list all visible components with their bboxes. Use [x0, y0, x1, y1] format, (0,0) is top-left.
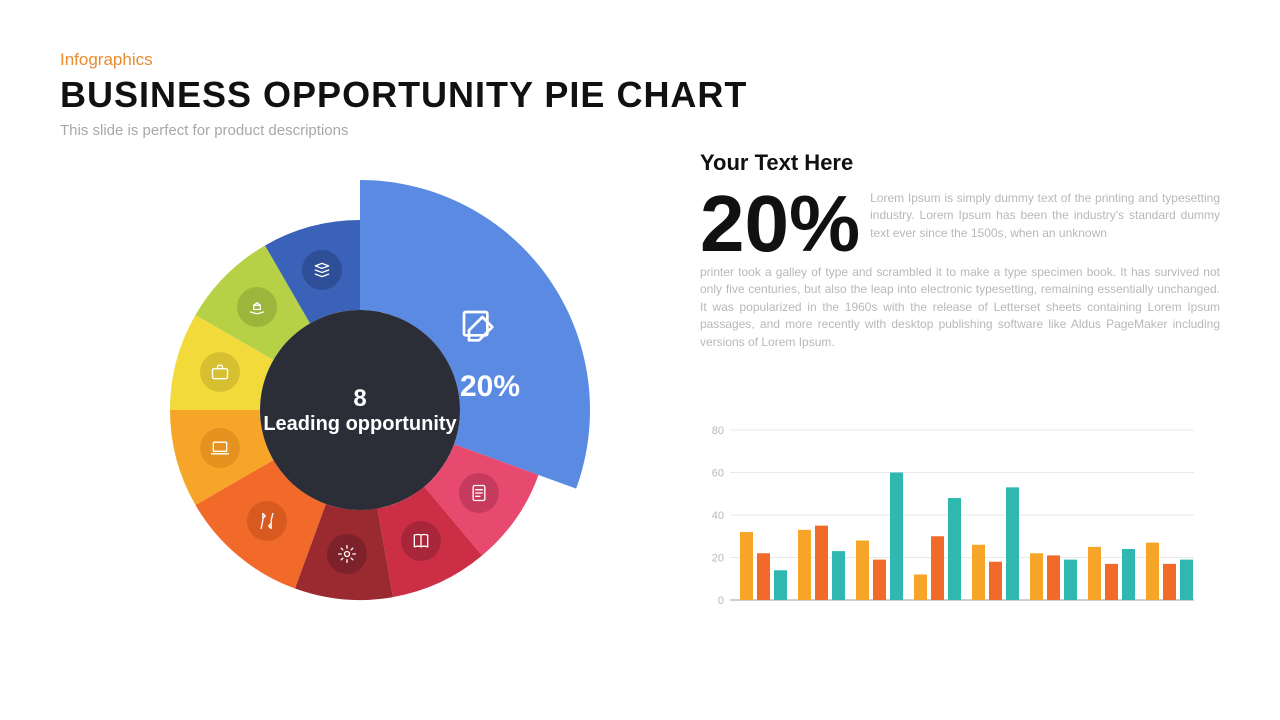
bar-3-a: [914, 575, 927, 601]
right-percent: 20%: [700, 186, 860, 262]
bar-6-b: [1105, 564, 1118, 600]
laptop-icon: [200, 428, 240, 468]
bar-0-b: [757, 553, 770, 600]
eyebrow: Infographics: [60, 50, 1220, 70]
bar-7-a: [1146, 543, 1159, 600]
bar-7-c: [1180, 560, 1193, 600]
bar-1-c: [832, 551, 845, 600]
right-desc-rest: printer took a galley of type and scramb…: [700, 264, 1220, 351]
svg-text:40: 40: [712, 510, 724, 522]
donut-chart: 8 Leading opportunity 20%: [120, 170, 600, 650]
stack-icon: [302, 250, 342, 290]
gear-icon: [327, 534, 367, 574]
right-desc-top: Lorem Ipsum is simply dummy text of the …: [870, 186, 1220, 262]
donut-center: 8 Leading opportunity: [260, 310, 460, 510]
book-icon: [401, 521, 441, 561]
bar-0-a: [740, 532, 753, 600]
donut-center-number: 8: [353, 385, 366, 413]
bar-0-c: [774, 570, 787, 600]
bar-1-a: [798, 530, 811, 600]
bar-4-a: [972, 545, 985, 600]
bar-chart: 0 20 40 60 80: [700, 420, 1220, 630]
svg-text:80: 80: [712, 425, 724, 437]
page-title: BUSINESS OPPORTUNITY PIE CHART: [60, 74, 1220, 116]
donut-center-label: Leading opportunity: [263, 413, 456, 436]
bar-5-a: [1030, 553, 1043, 600]
right-panel: Your Text Here 20% Lorem Ipsum is simply…: [700, 150, 1220, 351]
svg-text:20: 20: [712, 553, 724, 565]
bar-4-b: [989, 562, 1002, 600]
svg-text:60: 60: [712, 468, 724, 480]
donut-highlight-percent: 20%: [460, 370, 520, 404]
svg-text:0: 0: [718, 595, 724, 607]
page-subtitle: This slide is perfect for product descri…: [60, 122, 1220, 139]
bar-2-c: [890, 473, 903, 601]
bar-2-b: [873, 560, 886, 600]
bar-3-b: [931, 536, 944, 600]
bar-6-a: [1088, 547, 1101, 600]
bar-3-c: [948, 498, 961, 600]
hand-money-icon: [237, 287, 277, 327]
bar-2-a: [856, 541, 869, 601]
bar-5-c: [1064, 560, 1077, 600]
bar-5-b: [1047, 555, 1060, 600]
slide-header: Infographics BUSINESS OPPORTUNITY PIE CH…: [0, 0, 1280, 149]
bar-7-b: [1163, 564, 1176, 600]
briefcase-icon: [200, 352, 240, 392]
right-title: Your Text Here: [700, 150, 1220, 176]
bar-1-b: [815, 526, 828, 600]
bar-4-c: [1006, 487, 1019, 600]
list-icon: [459, 473, 499, 513]
bar-chart-svg: 0 20 40 60 80: [700, 420, 1220, 630]
bar-6-c: [1122, 549, 1135, 600]
tools-icon: [247, 501, 287, 541]
edit-icon: [459, 307, 499, 347]
